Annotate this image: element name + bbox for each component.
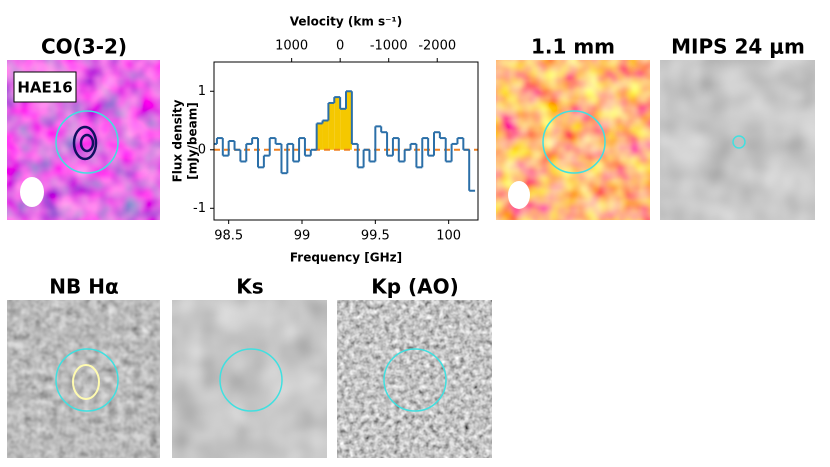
- contour: [79, 133, 95, 153]
- kp-image: [336, 299, 493, 459]
- panel-title: MIPS 24 μm: [671, 35, 805, 59]
- aperture: [219, 348, 283, 412]
- x-tick-label: 98.5: [214, 229, 243, 244]
- line-fill: [340, 108, 346, 150]
- x2-tick-label: 0: [336, 39, 344, 54]
- x2-tick-label: 1000: [275, 39, 308, 54]
- panel-title: Ks: [236, 275, 263, 299]
- nb-image: [6, 299, 161, 459]
- x2-axis-label: Velocity (km s⁻¹): [290, 15, 402, 29]
- ks-image: [171, 299, 328, 459]
- plot-frame: [213, 61, 479, 221]
- label-box: [13, 71, 77, 103]
- panel-title: NB Hα: [49, 275, 118, 299]
- contour: [72, 364, 100, 400]
- aperture: [732, 135, 746, 149]
- aperture: [55, 348, 119, 412]
- y-tick-label: 1: [198, 84, 206, 99]
- spectrum: 98.5 99 99.5 100 1000 0 -1000 -2000 -1 0 1 Frequenc…: [171, 15, 479, 265]
- line-fill: [334, 97, 341, 150]
- x-axis-label: Frequency [GHz]: [290, 251, 402, 265]
- aperture: [383, 348, 447, 412]
- x2-tick-label: -2000: [418, 39, 456, 54]
- beam: [20, 177, 44, 207]
- panels: CO(3-2) HAE16 1.1 mm MIPS 24 μm NB Hα Ks…: [6, 35, 816, 459]
- mips-image: [659, 59, 816, 221]
- source-label: HAE16: [17, 79, 72, 97]
- y-tick-label: 0: [198, 142, 206, 157]
- y-axis-label: Flux density: [171, 99, 185, 182]
- x-tick-label: 100: [436, 229, 461, 244]
- y-axis-label: [mJy/beam]: [186, 102, 200, 179]
- line-fill: [322, 120, 329, 150]
- panel-title: Kp (AO): [371, 275, 459, 299]
- aperture: [542, 110, 606, 174]
- x-tick-label: 99: [294, 229, 311, 244]
- beam: [508, 181, 530, 209]
- line-fill: [346, 91, 352, 150]
- line-fill: [328, 102, 335, 150]
- x2-tick-label: -1000: [370, 39, 408, 54]
- panel-title: CO(3-2): [41, 35, 127, 59]
- y-tick-label: -1: [193, 201, 206, 216]
- panel-title: 1.1 mm: [531, 35, 615, 59]
- x-tick-label: 99.5: [361, 229, 390, 244]
- contour: [72, 125, 98, 161]
- aperture: [55, 110, 119, 174]
- line-fill: [316, 123, 323, 150]
